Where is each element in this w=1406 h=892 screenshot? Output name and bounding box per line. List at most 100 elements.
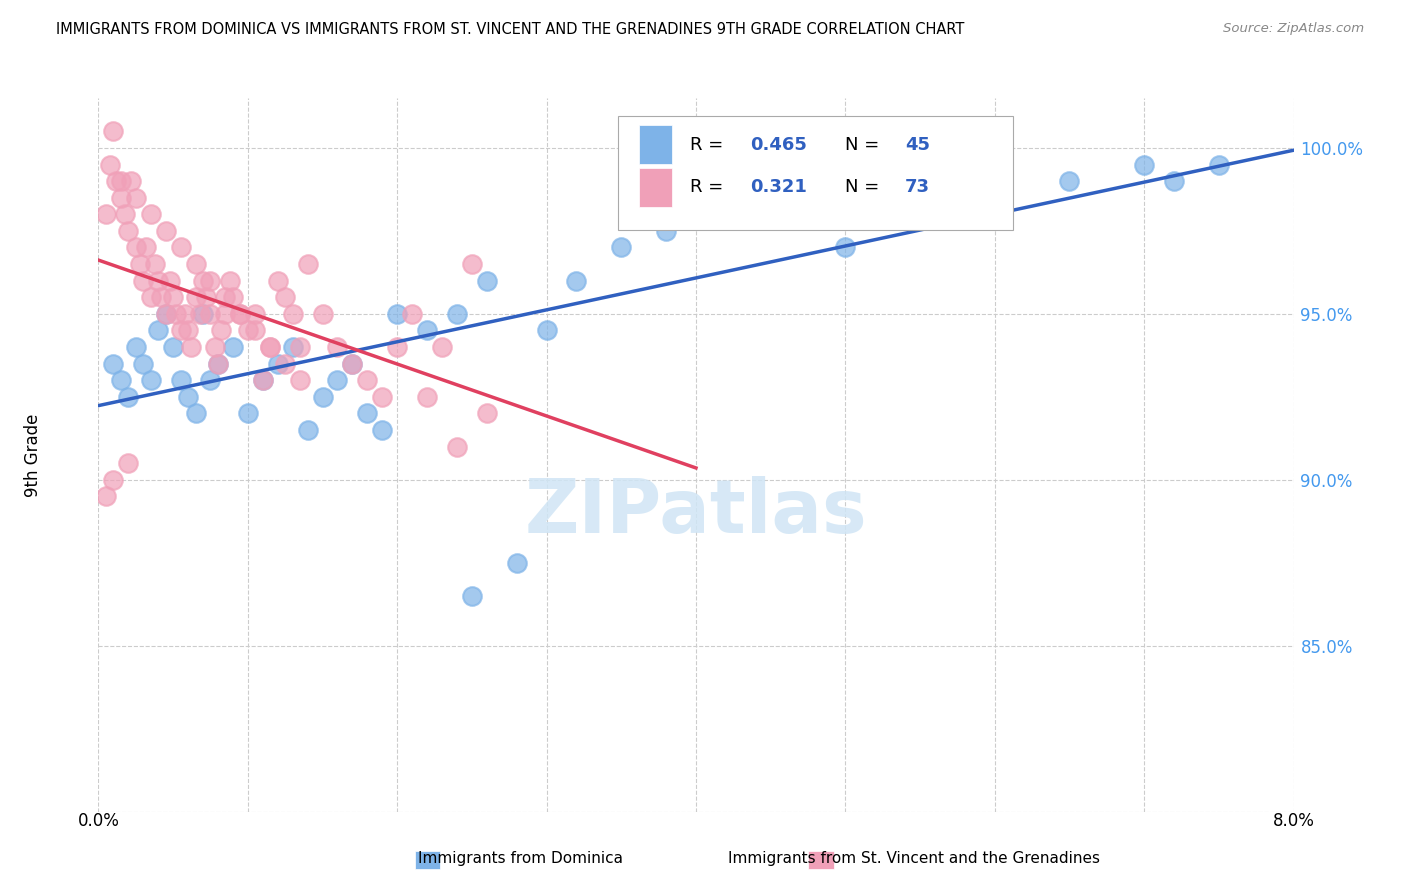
Point — [177, 390, 200, 404]
Point — [229, 307, 252, 321]
Point — [416, 323, 439, 337]
Text: 0.321: 0.321 — [749, 178, 807, 196]
Point — [169, 373, 191, 387]
Point — [184, 290, 207, 304]
Point — [207, 357, 229, 371]
Point — [311, 307, 333, 321]
Point — [356, 406, 378, 420]
Point — [120, 174, 142, 188]
Point — [446, 307, 468, 321]
Point — [297, 423, 319, 437]
Text: N =: N = — [845, 178, 886, 196]
Point — [655, 224, 678, 238]
Point — [1059, 174, 1081, 188]
Point — [200, 274, 222, 288]
Point — [125, 191, 148, 205]
Point — [461, 589, 484, 603]
FancyBboxPatch shape — [619, 116, 1012, 230]
Text: 73: 73 — [905, 178, 931, 196]
Point — [174, 307, 197, 321]
Point — [98, 157, 122, 171]
Point — [834, 240, 856, 254]
Point — [159, 274, 181, 288]
Point — [267, 357, 290, 371]
Point — [311, 390, 333, 404]
Point — [103, 357, 125, 371]
Point — [103, 124, 125, 138]
Point — [103, 473, 125, 487]
Point — [267, 274, 290, 288]
Point — [259, 340, 281, 354]
Point — [1133, 157, 1156, 171]
Point — [685, 207, 707, 221]
Text: N =: N = — [845, 136, 886, 153]
Point — [180, 340, 202, 354]
Text: Immigrants from St. Vincent and the Grenadines: Immigrants from St. Vincent and the Gren… — [728, 851, 1099, 865]
Point — [135, 240, 157, 254]
Point — [326, 373, 349, 387]
Text: IMMIGRANTS FROM DOMINICA VS IMMIGRANTS FROM ST. VINCENT AND THE GRENADINES 9TH G: IMMIGRANTS FROM DOMINICA VS IMMIGRANTS F… — [56, 22, 965, 37]
Point — [401, 307, 423, 321]
Point — [252, 373, 274, 387]
Point — [908, 174, 931, 188]
Point — [371, 390, 394, 404]
Point — [281, 307, 304, 321]
Point — [222, 290, 245, 304]
Point — [259, 340, 281, 354]
Point — [125, 340, 148, 354]
Text: 0.465: 0.465 — [749, 136, 807, 153]
FancyBboxPatch shape — [638, 125, 672, 164]
Point — [155, 224, 177, 238]
Text: Immigrants from Dominica: Immigrants from Dominica — [418, 851, 623, 865]
Point — [430, 340, 453, 354]
Text: Source: ZipAtlas.com: Source: ZipAtlas.com — [1223, 22, 1364, 36]
Point — [155, 307, 177, 321]
Point — [139, 290, 162, 304]
Point — [274, 290, 297, 304]
Point — [117, 390, 139, 404]
Point — [94, 207, 117, 221]
Point — [214, 307, 236, 321]
Point — [209, 323, 232, 337]
Point — [150, 290, 173, 304]
Point — [984, 191, 1007, 205]
Point — [132, 274, 155, 288]
Point — [191, 274, 214, 288]
Point — [188, 307, 211, 321]
Point — [200, 373, 222, 387]
Text: 8.0%: 8.0% — [1272, 812, 1315, 830]
Point — [148, 274, 170, 288]
Text: R =: R = — [690, 178, 728, 196]
Point — [207, 357, 229, 371]
Text: ZIPatlas: ZIPatlas — [524, 475, 868, 549]
Point — [132, 357, 155, 371]
Point — [169, 240, 191, 254]
Point — [162, 290, 184, 304]
Point — [475, 274, 498, 288]
Point — [125, 240, 148, 254]
Point — [222, 340, 245, 354]
Point — [1208, 157, 1230, 171]
Point — [288, 373, 311, 387]
Point — [165, 307, 187, 321]
Point — [110, 191, 132, 205]
Point — [114, 207, 136, 221]
Point — [371, 423, 394, 437]
Point — [385, 340, 409, 354]
Point — [200, 307, 222, 321]
Text: 0.0%: 0.0% — [77, 812, 120, 830]
Point — [177, 323, 200, 337]
Point — [245, 323, 267, 337]
Point — [759, 191, 782, 205]
Point — [461, 257, 484, 271]
Point — [236, 406, 259, 420]
Point — [162, 340, 184, 354]
Point — [281, 340, 304, 354]
Point — [184, 257, 207, 271]
Point — [356, 373, 378, 387]
Point — [94, 490, 117, 504]
Point — [204, 340, 226, 354]
Point — [416, 390, 439, 404]
Point — [194, 290, 218, 304]
Point — [236, 323, 259, 337]
